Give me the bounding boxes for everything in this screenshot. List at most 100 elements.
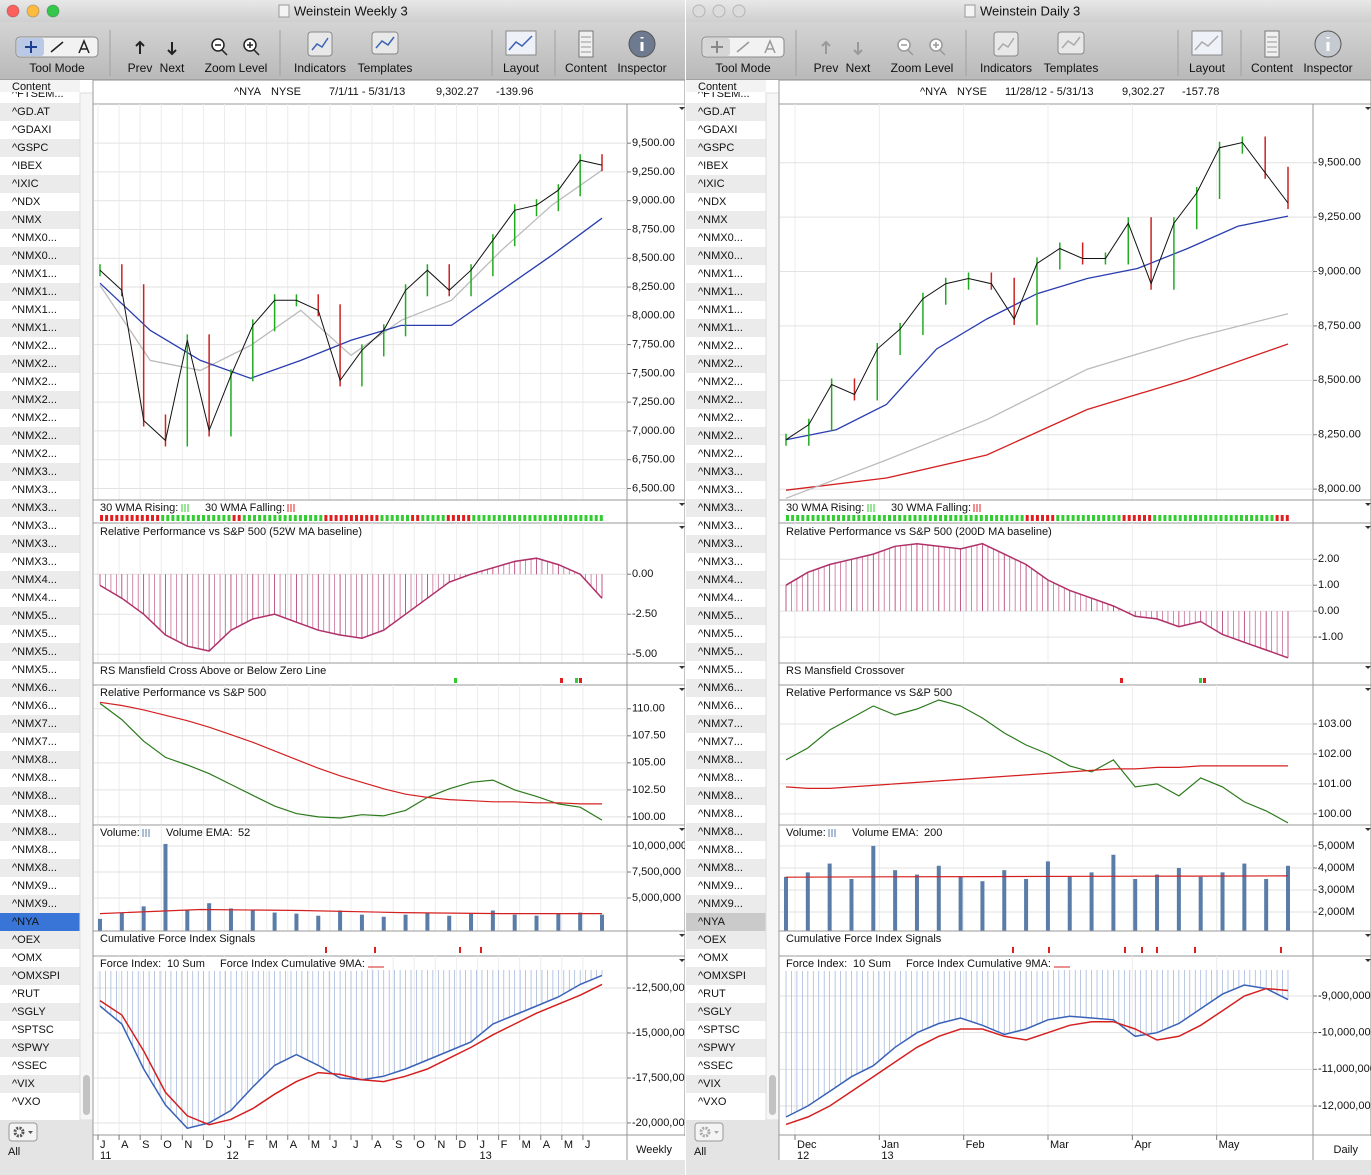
panel-menu[interactable] xyxy=(1365,107,1371,110)
list-row[interactable] xyxy=(0,1093,80,1111)
list-row[interactable] xyxy=(686,85,766,103)
period-label[interactable]: Weekly xyxy=(636,1144,672,1156)
list-row[interactable] xyxy=(686,571,766,589)
list-row[interactable] xyxy=(686,1075,766,1093)
list-item[interactable]: ^NMX8... xyxy=(12,790,57,802)
list-row[interactable] xyxy=(686,535,766,553)
list-item[interactable]: ^GD.AT xyxy=(698,106,736,118)
list-row[interactable] xyxy=(686,589,766,607)
list-row[interactable] xyxy=(0,157,80,175)
list-row[interactable] xyxy=(686,841,766,859)
list-row[interactable] xyxy=(0,553,80,571)
list-item[interactable]: ^IBEX xyxy=(12,160,43,172)
list-item[interactable]: ^IBEX xyxy=(698,160,729,172)
list-row[interactable] xyxy=(0,247,80,265)
list-row[interactable] xyxy=(686,877,766,895)
toolbar-label[interactable]: Zoom Level xyxy=(891,61,954,75)
list-item[interactable]: ^NMX8... xyxy=(698,826,743,838)
toolbar-label[interactable]: Zoom Level xyxy=(205,61,268,75)
list-row[interactable] xyxy=(0,1021,80,1039)
list-row[interactable] xyxy=(686,211,766,229)
list-row[interactable] xyxy=(686,733,766,751)
list-row[interactable] xyxy=(0,679,80,697)
list-row[interactable] xyxy=(0,625,80,643)
list-item[interactable]: ^NMX2... xyxy=(12,448,57,460)
list-item[interactable]: ^VXO xyxy=(12,1096,41,1108)
list-row[interactable] xyxy=(686,481,766,499)
list-item[interactable]: ^NMX3... xyxy=(698,538,743,550)
toolbar-label[interactable]: Prev xyxy=(814,61,839,75)
list-row[interactable] xyxy=(686,859,766,877)
list-item[interactable]: ^NMX2... xyxy=(698,412,743,424)
toolbar-label[interactable]: Content xyxy=(1251,61,1294,75)
list-row[interactable] xyxy=(0,103,80,121)
list-item[interactable]: ^NMX7... xyxy=(12,718,57,730)
list-row[interactable] xyxy=(0,985,80,1003)
list-row[interactable] xyxy=(686,265,766,283)
panel-menu[interactable] xyxy=(679,828,685,831)
toolbar-label[interactable]: Layout xyxy=(503,61,540,75)
list-row[interactable] xyxy=(0,463,80,481)
list-row[interactable] xyxy=(686,1003,766,1021)
list-row[interactable] xyxy=(0,841,80,859)
window-button[interactable] xyxy=(26,4,40,18)
toolbar-label[interactable]: Indicators xyxy=(980,61,1032,75)
list-row[interactable] xyxy=(686,643,766,661)
list-row[interactable] xyxy=(686,553,766,571)
list-item[interactable]: ^NMX5... xyxy=(12,628,57,640)
list-item[interactable]: ^NMX4... xyxy=(12,592,57,604)
toolbar-label[interactable]: Layout xyxy=(1189,61,1226,75)
list-item[interactable]: ^VXO xyxy=(698,1096,727,1108)
list-row[interactable] xyxy=(0,967,80,985)
list-row[interactable] xyxy=(0,859,80,877)
panel-menu[interactable] xyxy=(1365,526,1371,529)
list-row[interactable] xyxy=(0,499,80,517)
list-row[interactable] xyxy=(686,121,766,139)
toolbar-label[interactable]: Templates xyxy=(358,61,413,75)
list-item[interactable]: ^NYA xyxy=(12,916,40,928)
list-row[interactable] xyxy=(0,211,80,229)
list-item[interactable]: ^SSEC xyxy=(12,1060,47,1072)
list-row[interactable] xyxy=(0,805,80,823)
list-item[interactable]: ^NMX1... xyxy=(12,322,57,334)
list-row[interactable] xyxy=(0,589,80,607)
list-item[interactable]: ^NMX6... xyxy=(12,700,57,712)
list-row[interactable] xyxy=(0,139,80,157)
list-row[interactable] xyxy=(0,283,80,301)
list-item[interactable]: ^NDX xyxy=(12,196,41,208)
list-row[interactable] xyxy=(686,409,766,427)
list-item[interactable]: ^NMX2... xyxy=(698,394,743,406)
list-item[interactable]: ^VIX xyxy=(698,1078,722,1090)
panel-menu[interactable] xyxy=(679,666,685,669)
scrollbar-thumb[interactable] xyxy=(769,1075,776,1115)
list-item[interactable]: ^NMX2... xyxy=(12,412,57,424)
list-item[interactable]: ^NYA xyxy=(698,916,726,928)
list-item[interactable]: ^NMX5... xyxy=(698,646,743,658)
toolbar-label[interactable]: Inspector xyxy=(1303,61,1352,75)
list-row[interactable] xyxy=(0,337,80,355)
list-row[interactable] xyxy=(686,355,766,373)
list-row[interactable] xyxy=(0,445,80,463)
list-item[interactable]: ^NMX8... xyxy=(698,844,743,856)
list-item[interactable]: ^IXIC xyxy=(12,178,39,190)
list-item[interactable]: ^NMX2... xyxy=(12,430,57,442)
list-row[interactable] xyxy=(686,805,766,823)
list-item[interactable]: ^NMX8... xyxy=(698,808,743,820)
list-item[interactable]: ^NMX5... xyxy=(698,628,743,640)
list-row[interactable] xyxy=(0,697,80,715)
toolbar-label[interactable]: Tool Mode xyxy=(715,61,771,75)
list-row[interactable] xyxy=(686,517,766,535)
list-row[interactable] xyxy=(0,949,80,967)
list-row[interactable] xyxy=(0,391,80,409)
list-item[interactable]: ^NMX2... xyxy=(698,358,743,370)
list-item[interactable]: ^OEX xyxy=(698,934,727,946)
panel-menu[interactable] xyxy=(679,526,685,529)
list-row[interactable] xyxy=(0,877,80,895)
list-item[interactable]: ^NMX5... xyxy=(698,664,743,676)
panel-menu[interactable] xyxy=(1365,688,1371,691)
footer-label[interactable]: All xyxy=(694,1146,706,1158)
list-item[interactable]: ^NMX0... xyxy=(698,250,743,262)
list-row[interactable] xyxy=(0,481,80,499)
list-item[interactable]: ^NMX9... xyxy=(698,880,743,892)
list-item[interactable]: ^NMX5... xyxy=(698,610,743,622)
